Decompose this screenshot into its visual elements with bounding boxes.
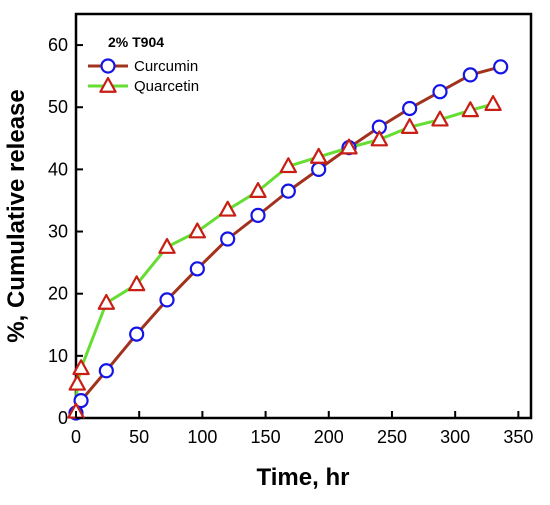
data-point — [129, 326, 145, 342]
data-point — [218, 200, 237, 217]
data-point — [431, 110, 449, 127]
y-axis-ticks: 0 10 20 30 40 50 60 — [48, 35, 83, 428]
legend: 2% T904 Curcumin Quarcetin — [88, 34, 199, 95]
y-tick-label: 60 — [48, 35, 68, 55]
series-line-1 — [74, 65, 502, 414]
x-tick-label: 0 — [71, 427, 81, 447]
x-tick-label: 100 — [187, 427, 217, 447]
y-tick-label: 30 — [48, 222, 68, 242]
y-tick-label: 20 — [48, 284, 68, 304]
data-point — [484, 95, 502, 111]
legend-marker — [99, 76, 117, 93]
data-point — [249, 182, 267, 198]
data-point — [279, 157, 298, 174]
x-tick-label: 200 — [314, 427, 344, 447]
data-point — [462, 67, 478, 83]
y-axis-label: %, Cumulative release — [3, 89, 30, 342]
y-tick-label: 50 — [48, 97, 68, 117]
series-layer — [67, 59, 509, 421]
data-point — [400, 118, 419, 134]
plot-frame — [74, 12, 533, 420]
data-point — [97, 293, 116, 310]
data-point — [309, 147, 328, 164]
data-point — [159, 292, 175, 308]
data-point — [189, 261, 205, 277]
x-tick-label: 150 — [251, 427, 281, 447]
data-point — [98, 363, 114, 379]
data-point — [280, 183, 296, 199]
y-tick-label: 0 — [58, 408, 68, 428]
x-tick-label: 300 — [440, 427, 470, 447]
legend-marker — [100, 58, 116, 74]
data-point — [68, 374, 86, 391]
data-point — [220, 231, 236, 247]
data-point — [311, 161, 327, 177]
data-point — [188, 222, 207, 239]
data-point — [73, 392, 89, 409]
y-tick-label: 40 — [48, 159, 68, 179]
data-point — [158, 237, 176, 254]
y-tick-label: 10 — [48, 346, 68, 366]
data-point — [432, 84, 448, 100]
legend-title: 2% T904 — [108, 34, 164, 50]
x-axis-ticks: 0 50 100 150 200 250 300 350 — [71, 411, 533, 447]
data-point — [250, 207, 266, 223]
legend-entry-label: Curcumin — [134, 58, 198, 75]
x-tick-label: 250 — [377, 427, 407, 447]
x-tick-label: 350 — [503, 427, 533, 447]
data-point — [402, 100, 418, 117]
data-point — [127, 275, 146, 292]
data-point — [370, 130, 389, 147]
x-axis-label: Time, hr — [257, 464, 350, 491]
x-tick-label: 50 — [129, 427, 149, 447]
series-line-2 — [74, 102, 494, 412]
data-point — [493, 59, 509, 75]
legend-entry-label: Quarcetin — [134, 78, 199, 95]
data-point — [72, 359, 90, 376]
data-point — [340, 138, 358, 155]
data-point — [461, 101, 480, 118]
